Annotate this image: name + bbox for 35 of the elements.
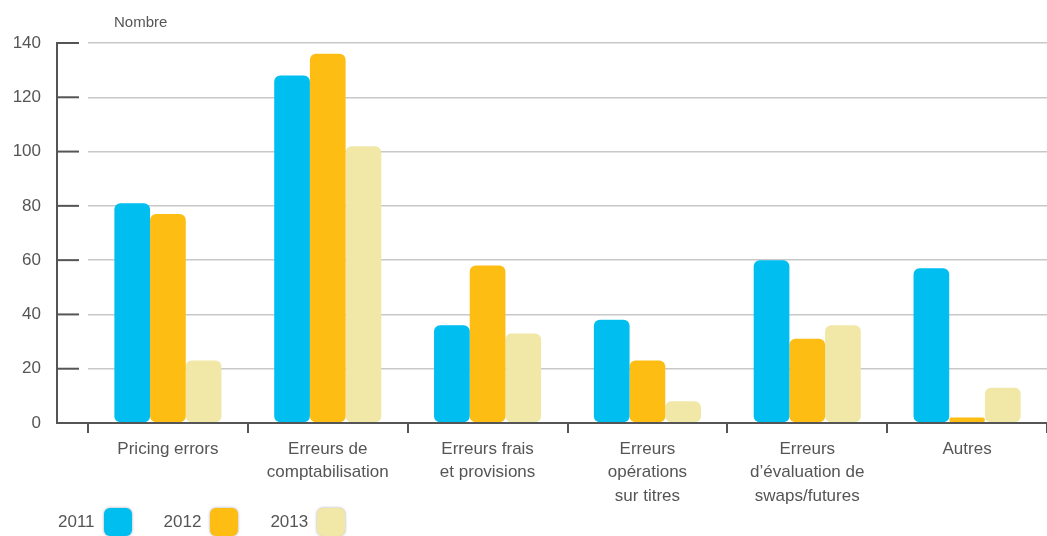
y-tick-label: 120 bbox=[12, 86, 41, 106]
x-tick-label: Erreurs opérations sur titres bbox=[607, 438, 688, 506]
bar bbox=[469, 265, 506, 423]
y-axis-title: Nombre bbox=[114, 13, 168, 30]
legend-label: 2013 bbox=[270, 512, 309, 532]
bar bbox=[434, 325, 470, 423]
bar bbox=[665, 401, 701, 423]
y-tick-label: 80 bbox=[22, 195, 41, 215]
bar bbox=[505, 333, 542, 423]
bar bbox=[274, 75, 310, 423]
x-tick-label: Pricing errors bbox=[117, 438, 219, 458]
bar bbox=[150, 214, 186, 423]
bar bbox=[185, 360, 222, 423]
legend-label: 2011 bbox=[58, 512, 95, 532]
bar bbox=[593, 319, 630, 423]
y-tick-label: 60 bbox=[22, 249, 41, 269]
bar bbox=[825, 325, 861, 423]
x-tick-label: Autres bbox=[942, 438, 992, 458]
y-tick-label: 0 bbox=[31, 412, 41, 432]
x-tick-label: Erreurs de comptabilisation bbox=[266, 438, 389, 482]
y-tick-label: 20 bbox=[22, 358, 41, 378]
bar bbox=[309, 53, 346, 423]
y-tick-label: 40 bbox=[22, 304, 41, 324]
legend-label: 2012 bbox=[163, 512, 202, 532]
bar bbox=[114, 203, 151, 423]
y-tick-label: 100 bbox=[12, 141, 41, 161]
bar bbox=[753, 260, 790, 423]
bar bbox=[913, 268, 950, 423]
x-tick-label: Erreurs frais et provisions bbox=[439, 438, 536, 482]
bar bbox=[345, 146, 382, 423]
bar bbox=[629, 360, 666, 423]
bar bbox=[984, 387, 1021, 423]
x-tick-label: Erreurs d’évaluation de swaps/futures bbox=[750, 438, 865, 506]
bar bbox=[789, 338, 826, 423]
y-tick-label: 140 bbox=[12, 32, 41, 52]
